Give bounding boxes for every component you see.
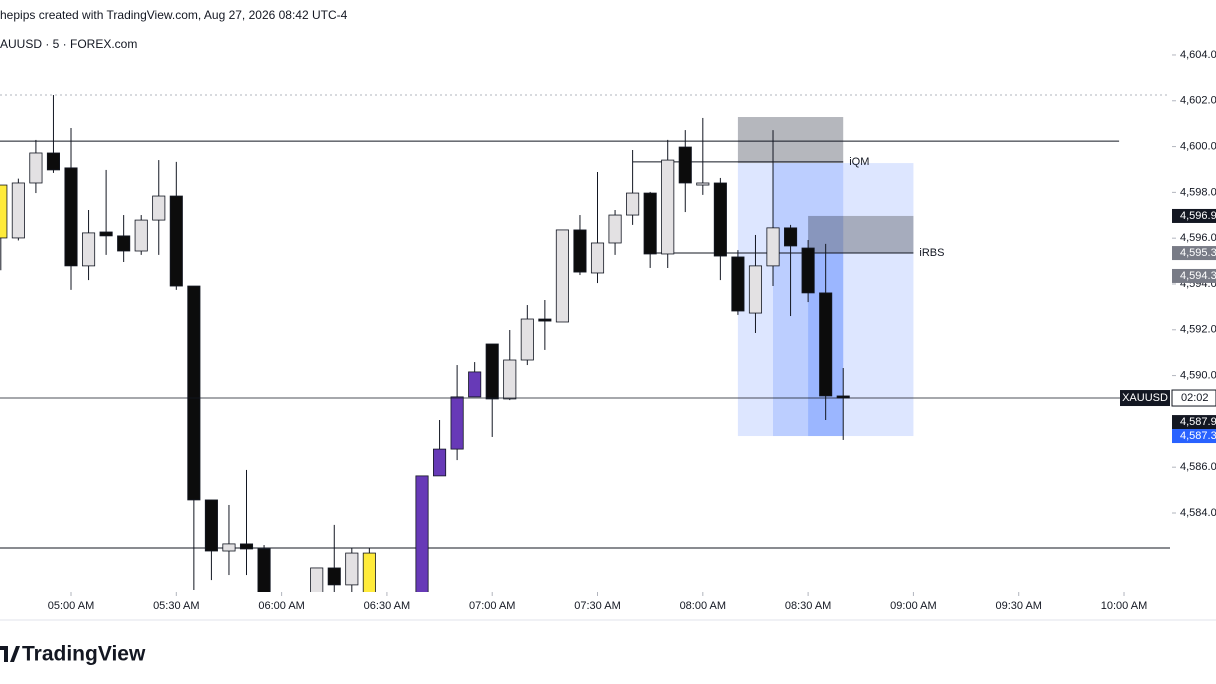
x-tick-label: 06:30 AM [364,600,410,612]
y-tick-label: 4,590.00 [1180,369,1216,381]
x-tick-label: 07:30 AM [574,600,620,612]
candle-body [82,232,96,267]
x-tick-label: 08:30 AM [785,600,831,612]
header: hepips created with TradingView.com, Aug… [0,8,348,22]
price-tag [1172,246,1216,261]
y-tick-label: 4,604.00 [1180,49,1216,61]
countdown-label: 02:02 [1181,392,1209,404]
candle-body [327,567,341,586]
candle-body [766,227,780,267]
candle-body [819,292,833,397]
x-tick-label: 06:00 AM [258,600,304,612]
candle-body [239,543,254,550]
x-tick-label: 07:00 AM [469,600,515,612]
candle-body [713,182,727,257]
candle-body [222,543,236,552]
candle-body [310,567,324,592]
price-tag [1172,429,1216,444]
candle-body [626,192,640,216]
candle-body [117,235,131,252]
candle-body [555,229,569,323]
y-tick-label: 4,598.00 [1180,186,1216,198]
y-tick-label: 4,586.00 [1180,461,1216,473]
y-tick-label: 4,600.00 [1180,140,1216,152]
plot-area [0,94,1170,592]
x-tick-label: 09:30 AM [995,600,1041,612]
candle-body [204,499,218,552]
candle-body [152,195,166,221]
x-tick-label: 09:00 AM [890,600,936,612]
brand-name: TradingView [22,643,146,666]
x-tick-label: 05:30 AM [153,600,199,612]
price-tag [1172,415,1216,430]
candle-body [661,159,675,255]
candle-body [696,182,710,186]
candle-body [433,448,447,477]
zone [737,117,844,164]
candle-body [538,318,552,322]
candle-body [29,152,43,184]
candle-body [362,552,376,592]
candle-body [187,285,201,501]
y-tick-label: 4,596.00 [1180,232,1216,244]
candle-body [450,396,464,450]
candle-body [608,214,622,244]
candle-body [99,231,113,237]
candle-body [257,548,271,592]
countdown-tag [1171,389,1216,407]
x-tick-label: 10:00 AM [1101,600,1147,612]
candle-body [678,146,692,184]
candle-body [784,227,798,247]
candle-body [134,219,148,252]
candle-body [485,343,499,400]
price-tag-label: 4,587.36 [1180,430,1216,442]
price-tag-label: 4,594.35 [1180,270,1216,282]
candle-body [748,265,763,314]
symbol-tag [1120,390,1170,407]
level-label: iQM [849,156,869,168]
symbol-tag-label: XAUUSD [1122,392,1168,404]
candle-body [0,184,8,239]
candle-body [46,152,61,171]
candle-body [731,256,745,312]
y-tick-label: 4,602.00 [1180,95,1216,107]
candle-body [590,242,605,274]
candle-body [573,229,587,273]
y-tick-label: 4,584.00 [1180,507,1216,519]
candle-body [468,371,482,398]
candle-body [801,247,815,294]
candle-body [520,318,534,361]
candle-body [643,192,657,255]
candle-body [503,359,517,400]
y-tick-label: 4,592.00 [1180,324,1216,336]
candle-body [345,552,359,586]
brand-logo [0,646,20,662]
zone [808,215,914,254]
price-tag [1172,268,1216,283]
x-tick-label: 05:00 AM [48,600,94,612]
candle-body [415,475,429,592]
price-tag-label: 4,596.97 [1180,210,1216,222]
level-label: iRBS [919,247,944,259]
candle-body [11,182,25,239]
price-tag-label: 4,587.97 [1180,416,1216,428]
price-tag [1172,208,1216,223]
x-tick-label: 08:00 AM [680,600,726,612]
candle-body [169,195,183,287]
price-tag-label: 4,595.35 [1180,247,1216,259]
candle-body [64,167,78,267]
symbol-info: AUUSD · 5 · FOREX.com [0,37,137,51]
